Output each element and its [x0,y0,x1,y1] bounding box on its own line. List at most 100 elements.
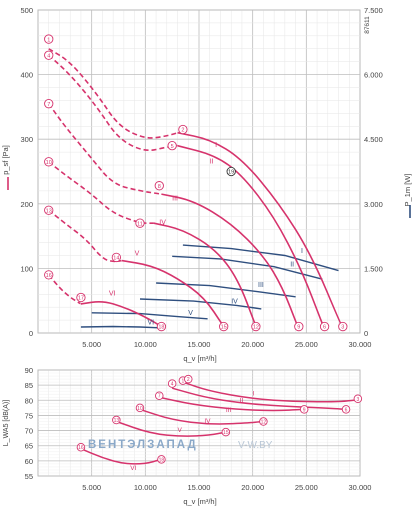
pressure-curve-IV [153,222,257,328]
top-y-right-tick-label: 0 [364,329,368,338]
sound-curve-label: VI [130,465,136,472]
power-curve-label: III [258,282,264,289]
power-curve-III [156,282,296,298]
pressure-curve-dashed-IV [48,161,154,224]
top-x-tick-label: 5.000 [82,340,101,349]
sound-point-label: 13 [114,418,120,424]
bottom-y-axis-title: L_WA5 [dB(A)] [3,400,10,446]
sound-point-marker [341,405,351,414]
power-curve-V [91,312,208,320]
sound-curve-label: I [253,391,255,398]
sound-curve-II [171,387,348,411]
bottom-x-tick-label: 20.000 [241,483,264,492]
sound-curve-VI [80,448,163,465]
operating-point-label: 1 [47,37,50,43]
operating-point-label: 11 [137,221,143,227]
sound-point-label: 9 [303,407,306,413]
operating-point-label: 17 [78,296,84,302]
operating-point-label: 8 [158,184,161,190]
operating-point-label: 15 [221,325,227,331]
sound-curve-I [182,381,356,403]
bottom-x-tick-label: 5.000 [82,483,101,492]
top-x-axis-title: q_v [m³/h] [183,354,216,363]
operating-point-marker [44,205,54,215]
pressure-curve-label: III [172,196,178,203]
top-x-tick-label: 10.000 [134,340,157,349]
top-y-tick-label: 0 [29,329,33,338]
sound-point-marker [221,427,231,437]
sound-point-marker [157,455,166,464]
operating-point-marker [219,321,229,332]
sound-point-marker [299,405,309,414]
bottom-y-tick-label: 80 [25,396,33,405]
sound-point-marker [135,403,145,413]
operating-point-marker [44,34,54,44]
operating-point-marker [76,292,86,303]
power-curve-label: II [290,262,294,269]
sound-point-label: 3 [356,397,359,403]
sound-point-marker [112,415,121,425]
sound-point-marker [76,442,86,452]
operating-point-marker [44,50,54,60]
sound-point-marker [259,417,268,426]
top-y-left-axis-title: p_sf [Pa] [1,145,10,175]
top-y-tick-label: 400 [20,71,33,80]
bottom-y-tick-label: 60 [25,457,33,466]
sound-point-marker [184,374,193,384]
pressure-curve-label: II [210,159,214,166]
pressure-curve-dashed-V [48,209,123,263]
bottom-x-tick-label: 15.000 [188,483,211,492]
sound-point-label: 4 [171,382,174,388]
bottom-x-axis-title: q_v [m³/h] [183,497,216,506]
pressure-curve-I [177,131,343,328]
pressure-curve-V [121,259,225,328]
operating-point-marker [156,321,167,332]
top-x-tick-label: 15.000 [188,340,211,349]
operating-point-label: 10 [46,160,52,166]
sound-curve-IV [139,408,265,425]
operating-point-marker [111,252,122,263]
sound-point-label: 15 [223,430,229,436]
power-curve-label: IV [231,298,238,305]
sound-curve-label: II [240,398,244,405]
bottom-y-tick-label: 65 [25,442,33,451]
pressure-curve-dashed-III [48,103,162,195]
power-curve-label: V [188,310,193,317]
sound-point-label: 18 [159,457,165,463]
top-y-tick-label: 300 [20,135,33,144]
sound-curve-label: V [178,427,183,434]
top-y-right-tick-label: 4.500 [364,135,383,144]
sound-point-label: 10 [137,406,143,412]
top-y-right-axis-title: P_1m [W] [403,174,412,207]
operating-point-label: 16 [46,273,52,279]
power-curve-label: I [301,248,303,255]
operating-point-label: 18 [158,325,164,331]
operating-point-marker [154,181,164,191]
operating-point-marker [338,321,348,332]
pressure-curve-label: I [215,142,217,149]
pressure-curve-III [161,193,299,328]
top-y-right-tick-label: 7.500 [364,6,383,15]
operating-point-marker [178,124,188,135]
operating-point-label: 6 [323,325,326,331]
top-y-right-tick-label: 6.000 [364,71,383,80]
bottom-x-tick-label: 25.000 [295,483,318,492]
operating-point-marker [226,166,236,177]
sound-point-label: 12 [261,419,267,425]
sound-point-label: 16 [78,445,84,451]
top-x-tick-label: 25.000 [295,340,318,349]
top-y-right-tick-label: 3.000 [364,200,383,209]
sound-point-marker [167,379,177,388]
pressure-curve-label: VI [109,291,116,298]
operating-point-marker [44,270,54,280]
operating-point-label: 5 [171,144,174,150]
operating-point-label: 9 [297,325,300,331]
sound-point-marker [353,394,363,404]
power-curve-VI [80,325,160,329]
bottom-x-tick-label: 30.000 [349,483,372,492]
operating-point-marker [251,321,261,332]
top-y-tick-label: 100 [20,264,33,273]
top-x-tick-label: 30.000 [349,340,372,349]
operating-point-label: 19 [228,170,234,176]
